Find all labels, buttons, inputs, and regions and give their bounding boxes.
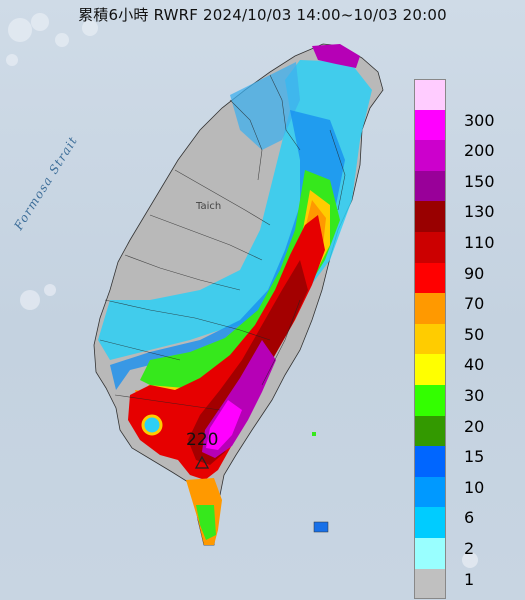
map-title: 累積6小時 RWRF 2024/10/03 14:00~10/03 20:00 — [78, 6, 447, 24]
legend-label: 300 — [464, 110, 495, 130]
legend-label: 2 — [464, 539, 475, 558]
legend-label: 70 — [464, 294, 485, 314]
legend-label: 110 — [464, 233, 495, 252]
legend-swatch — [414, 538, 446, 569]
legend-label: 6 — [464, 508, 475, 528]
legend-swatch — [414, 568, 446, 600]
legend-swatch — [414, 323, 446, 355]
legend-swatch — [414, 262, 446, 294]
legend-swatch — [414, 140, 446, 171]
rain-zone-northwest — [230, 62, 300, 150]
legend-label: 90 — [464, 263, 485, 283]
rain-cell-east-islet — [313, 521, 329, 533]
city-label: Taich — [196, 201, 222, 212]
legend-label: 40 — [464, 355, 485, 375]
rain-zone-200mm — [206, 400, 242, 450]
legend-label: 50 — [464, 324, 485, 344]
max-rainfall-value: 220 — [186, 430, 219, 450]
legend-label: 30 — [464, 386, 485, 405]
rain-zone-south-green — [196, 505, 216, 540]
sea-cloud-texture — [6, 13, 478, 568]
legend-frame — [414, 79, 446, 600]
rain-zone-90mm — [128, 215, 325, 480]
legend-label: 20 — [464, 416, 485, 436]
legend-label: 200 — [464, 141, 495, 161]
rain-cell-southwest — [141, 414, 163, 436]
legend-label: 1 — [464, 569, 475, 589]
legend-label: 10 — [464, 477, 485, 497]
rain-cell-east-small — [312, 432, 316, 436]
rain-zone-north-purple — [312, 44, 360, 68]
county-boundaries — [99, 74, 346, 411]
legend-label: 15 — [464, 447, 485, 467]
legend-label: 150 — [464, 171, 495, 191]
max-rainfall-marker — [194, 455, 210, 469]
legend-label: 130 — [464, 202, 495, 222]
legend-swatch — [414, 507, 446, 538]
